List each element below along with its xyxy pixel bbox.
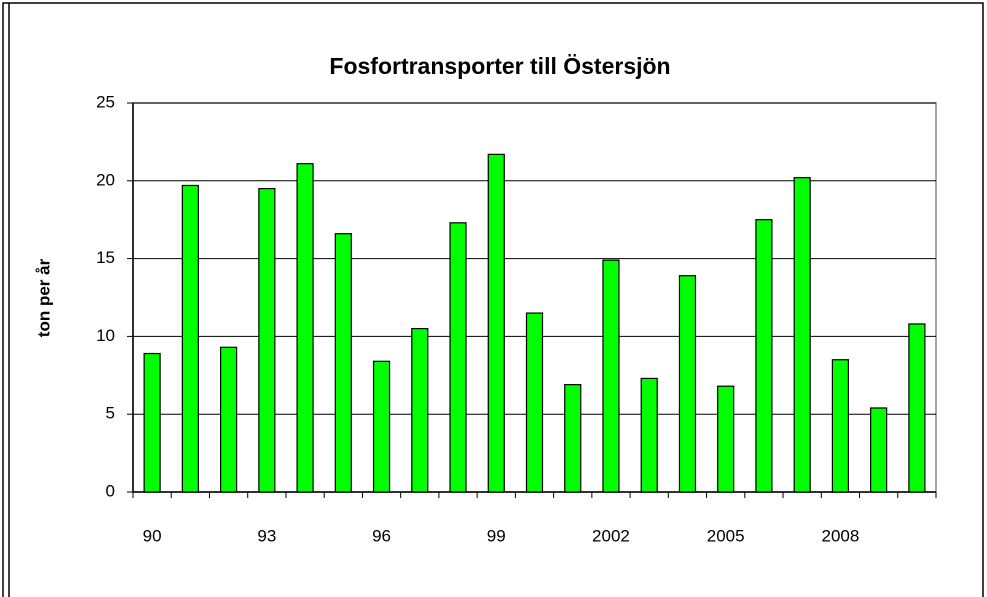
bar — [525, 312, 544, 493]
x-tick-label: 2005 — [707, 526, 745, 545]
bar — [755, 219, 773, 493]
bar — [870, 407, 888, 493]
x-tick-label: 2008 — [821, 526, 859, 545]
bar — [411, 328, 429, 493]
y-axis-label: ton per år — [34, 258, 53, 337]
bar — [372, 360, 391, 493]
x-tick-label: 93 — [257, 526, 276, 545]
x-tick-label: 2002 — [592, 526, 630, 545]
bar — [602, 259, 620, 493]
bar — [143, 352, 161, 493]
bar — [908, 323, 926, 493]
bar — [487, 153, 505, 493]
bar — [717, 385, 735, 493]
y-tick-label: 15 — [96, 248, 115, 267]
bar — [296, 163, 314, 493]
bar — [449, 222, 467, 493]
bar — [678, 275, 697, 493]
y-tick-label: 5 — [106, 404, 115, 423]
bar — [564, 384, 582, 493]
bar — [334, 233, 352, 493]
bar — [181, 184, 199, 493]
bar — [219, 346, 238, 493]
x-tick-label: 96 — [372, 526, 391, 545]
x-tick-label: 90 — [143, 526, 162, 545]
y-tick-label: 10 — [96, 326, 115, 345]
bar — [831, 359, 850, 493]
bar — [640, 377, 658, 493]
bar — [258, 187, 276, 493]
y-tick-label: 0 — [106, 481, 115, 500]
y-tick-label: 25 — [96, 92, 115, 111]
y-tick-label: 20 — [96, 170, 115, 189]
x-tick-label: 99 — [487, 526, 506, 545]
bar — [793, 177, 811, 493]
chart-title: Fosfortransporter till Östersjön — [329, 53, 670, 79]
